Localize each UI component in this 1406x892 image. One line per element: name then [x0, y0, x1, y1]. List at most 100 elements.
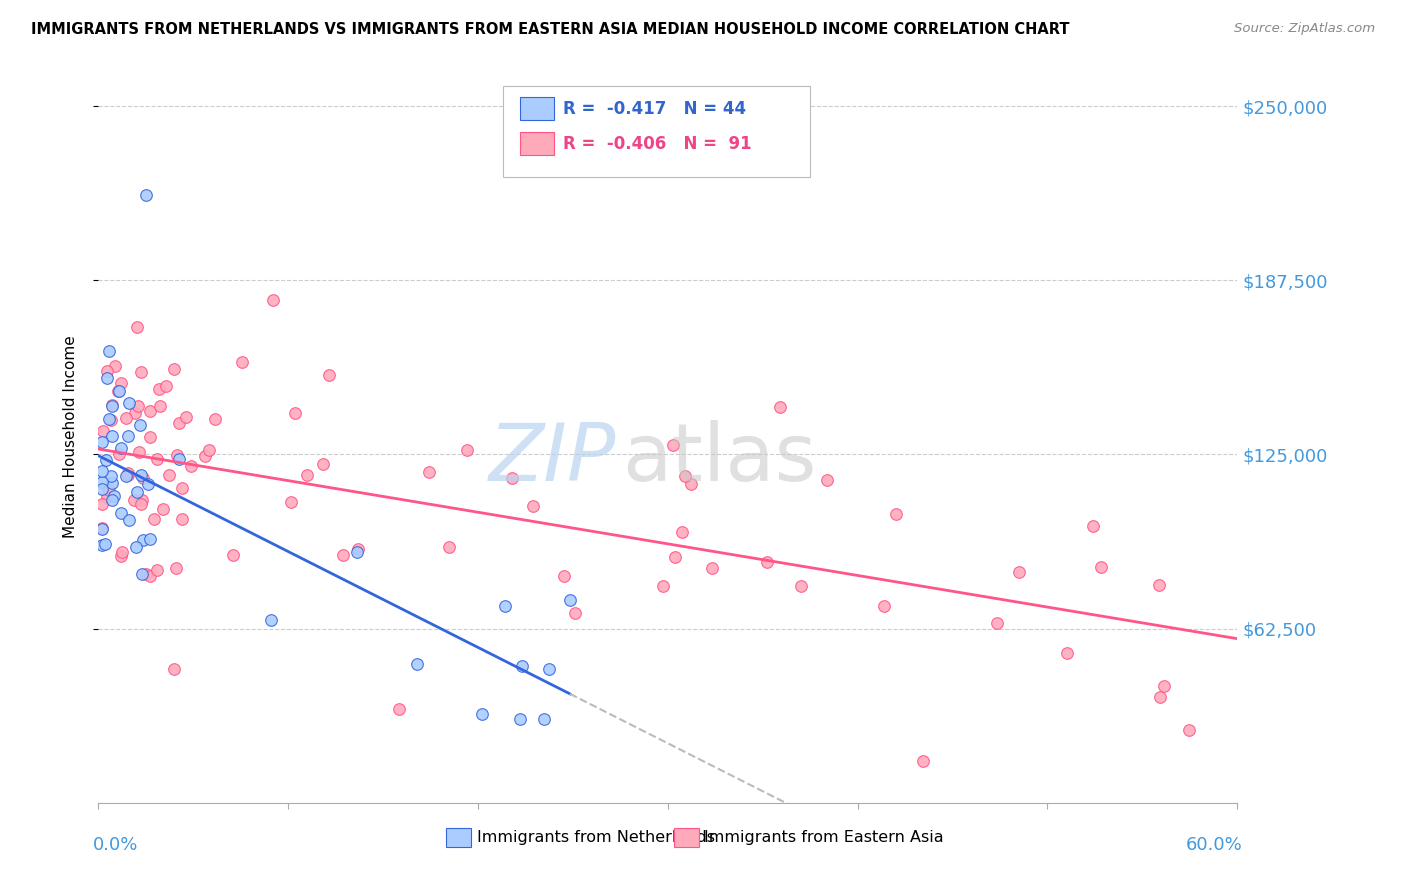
- Point: [194, 449, 217, 463]
- Point: [1056, 646, 1078, 660]
- Point: [176, 410, 198, 425]
- Point: [128, 417, 150, 432]
- Point: [1153, 679, 1175, 693]
- Point: [111, 545, 134, 559]
- Point: [97, 343, 120, 358]
- Y-axis label: Median Household Income: Median Household Income: [63, 335, 77, 539]
- FancyBboxPatch shape: [520, 132, 554, 155]
- Point: [262, 293, 284, 307]
- Point: [139, 568, 162, 582]
- Point: [664, 549, 686, 564]
- Point: [259, 613, 281, 627]
- Point: [117, 429, 139, 443]
- Point: [509, 712, 531, 726]
- Point: [406, 657, 429, 671]
- Point: [100, 469, 122, 483]
- Text: 0.0%: 0.0%: [93, 836, 138, 854]
- Point: [128, 445, 150, 459]
- Point: [115, 469, 138, 483]
- Point: [284, 405, 307, 419]
- Point: [108, 384, 131, 398]
- Point: [222, 548, 245, 562]
- Point: [418, 465, 440, 479]
- Point: [789, 579, 811, 593]
- Point: [117, 467, 139, 482]
- FancyBboxPatch shape: [503, 86, 810, 178]
- Point: [167, 416, 190, 430]
- FancyBboxPatch shape: [520, 97, 554, 120]
- Point: [172, 481, 194, 495]
- Point: [110, 376, 132, 390]
- Point: [1147, 578, 1170, 592]
- Point: [1090, 560, 1112, 574]
- Point: [103, 489, 125, 503]
- Text: R =  -0.406   N =  91: R = -0.406 N = 91: [562, 135, 752, 153]
- Point: [180, 459, 202, 474]
- Point: [96, 364, 118, 378]
- Point: [131, 497, 153, 511]
- Point: [118, 513, 141, 527]
- Point: [135, 188, 157, 202]
- Point: [163, 662, 186, 676]
- Point: [538, 662, 561, 676]
- Point: [681, 477, 703, 491]
- Point: [558, 593, 581, 607]
- Point: [346, 545, 368, 559]
- Point: [231, 355, 253, 369]
- Point: [198, 443, 221, 458]
- Point: [671, 524, 693, 539]
- Point: [127, 399, 149, 413]
- Point: [347, 542, 370, 557]
- Point: [148, 382, 170, 396]
- Point: [97, 411, 120, 425]
- Point: [131, 566, 153, 581]
- FancyBboxPatch shape: [673, 829, 699, 847]
- Point: [94, 453, 117, 467]
- Point: [700, 561, 723, 575]
- Point: [456, 442, 478, 457]
- Point: [318, 368, 340, 383]
- Point: [91, 521, 114, 535]
- Point: [155, 379, 177, 393]
- Point: [332, 549, 354, 563]
- Point: [96, 371, 118, 385]
- Point: [129, 365, 152, 379]
- Point: [1178, 723, 1201, 738]
- Point: [100, 413, 122, 427]
- Point: [91, 538, 114, 552]
- Point: [388, 702, 411, 716]
- Point: [1149, 690, 1171, 704]
- Point: [91, 475, 114, 490]
- Point: [107, 384, 129, 398]
- Point: [872, 599, 894, 614]
- Point: [163, 362, 186, 376]
- Point: [166, 448, 188, 462]
- Point: [510, 659, 533, 673]
- Text: IMMIGRANTS FROM NETHERLANDS VS IMMIGRANTS FROM EASTERN ASIA MEDIAN HOUSEHOLD INC: IMMIGRANTS FROM NETHERLANDS VS IMMIGRANT…: [31, 22, 1070, 37]
- Point: [101, 493, 124, 508]
- Point: [125, 319, 148, 334]
- Point: [117, 466, 139, 480]
- Point: [673, 468, 696, 483]
- Point: [494, 599, 516, 613]
- Point: [98, 483, 121, 498]
- Point: [110, 442, 132, 456]
- Point: [94, 537, 117, 551]
- Point: [884, 507, 907, 521]
- Point: [152, 502, 174, 516]
- Point: [522, 500, 544, 514]
- Point: [157, 467, 180, 482]
- Point: [149, 400, 172, 414]
- FancyBboxPatch shape: [446, 829, 471, 847]
- Point: [769, 401, 792, 415]
- Point: [143, 512, 166, 526]
- Point: [651, 579, 673, 593]
- Point: [986, 616, 1008, 631]
- Point: [124, 406, 146, 420]
- Point: [501, 470, 523, 484]
- Point: [1081, 518, 1104, 533]
- Point: [755, 555, 778, 569]
- Point: [91, 482, 114, 496]
- Point: [136, 476, 159, 491]
- Point: [132, 470, 155, 484]
